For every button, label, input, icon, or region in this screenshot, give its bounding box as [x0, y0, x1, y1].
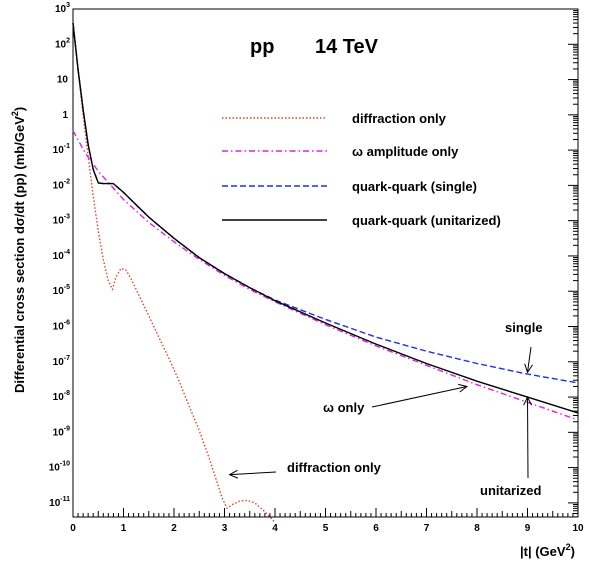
chart-title-right: 14 TeV — [315, 36, 379, 58]
y-tick-label: 102 — [55, 37, 70, 50]
x-axis-label-sup: 2 — [566, 542, 571, 552]
y-tick-base: 10 — [53, 180, 65, 191]
y-tick-base: 10 — [53, 357, 65, 368]
y-tick-label: 10-8 — [53, 390, 70, 403]
legend-label: quark-quark (single) — [352, 179, 477, 194]
x-tick-label: 1 — [121, 523, 127, 534]
y-tick-exp: -10 — [60, 461, 70, 468]
legend-label: diffraction only — [352, 111, 447, 126]
y-tick-exp: -4 — [64, 249, 70, 256]
y-tick-base: 10 — [53, 427, 65, 438]
chart-title-left: pp — [250, 36, 274, 58]
x-tick-label: 7 — [424, 523, 430, 534]
y-tick-label: 10-9 — [53, 425, 70, 438]
x-axis-label: |t| (GeV2) — [520, 542, 575, 559]
legend: diffraction only ω amplitude only quark-qu… — [222, 111, 501, 228]
y-tick-label: 10-2 — [53, 178, 70, 191]
x-tick-label: 9 — [525, 523, 531, 534]
y-tick-base: 10 — [53, 392, 65, 403]
series-line-0 — [72, 23, 276, 523]
y-tick-exp: -3 — [64, 214, 70, 221]
series-line-1 — [72, 130, 579, 421]
annotation-arrowhead — [523, 395, 532, 406]
x-tick-label: 4 — [272, 523, 278, 534]
x-tick-label: 2 — [171, 523, 177, 534]
annotation-label: single — [505, 320, 543, 335]
y-tick-exp: -7 — [64, 355, 70, 362]
y-tick-label: 10 — [57, 75, 69, 86]
x-tick-label: 8 — [474, 523, 480, 534]
annotation-arrowhead — [458, 383, 469, 393]
y-tick-base: 10 — [49, 463, 61, 474]
x-tick-label: 6 — [373, 523, 379, 534]
x-tick-label: 5 — [323, 523, 329, 534]
y-tick-base: 10 — [49, 498, 61, 509]
y-tick-label: 103 — [55, 2, 70, 15]
y-tick-label: 10-10 — [49, 461, 70, 474]
y-tick-exp: -11 — [60, 496, 70, 503]
series-lines — [72, 23, 579, 523]
x-axis-ticks: 0 1 2 3 4 5 6 7 8 9 10 — [70, 508, 584, 534]
series-line-3 — [72, 23, 579, 414]
y-tick-base: 10 — [55, 4, 67, 15]
y-tick-exp: -8 — [64, 390, 70, 397]
y-tick-label: 10-3 — [53, 214, 70, 227]
y-tick-label: 10-1 — [53, 143, 70, 156]
y-tick-exp: 2 — [66, 37, 70, 44]
y-tick-base: 10 — [55, 39, 67, 50]
y-tick-exp: -2 — [64, 178, 70, 185]
y-tick-base: 10 — [53, 216, 65, 227]
y-tick-base: 10 — [53, 322, 65, 333]
x-tick-label: 3 — [222, 523, 228, 534]
annotation-arrow — [527, 346, 532, 373]
y-tick-exp: -6 — [64, 320, 70, 327]
y-axis-ticks: 10310210110-110-210-310-410-510-610-710-… — [49, 2, 578, 518]
y-tick-base: 10 — [53, 251, 65, 262]
annotation-arrow — [229, 471, 277, 476]
y-tick-exp: -5 — [64, 284, 70, 291]
plot-frame — [72, 8, 579, 518]
annotation-arrowhead — [228, 469, 239, 479]
annotation-arrow — [371, 385, 468, 408]
x-axis-label-close: ) — [571, 544, 575, 559]
y-axis-label-main: Differential cross section dσ/dt (pp) (m… — [12, 116, 27, 393]
y-tick-label: 10-7 — [53, 355, 70, 368]
annotation-label: ω only — [323, 400, 365, 415]
annotation-label: diffraction only — [287, 460, 382, 475]
y-tick-exp: -9 — [64, 425, 70, 432]
x-tick-label: 10 — [572, 523, 584, 534]
y-axis-label-sup: 2 — [10, 111, 20, 116]
series-line-2 — [72, 23, 579, 384]
annotation-arrow — [527, 397, 529, 479]
y-axis-label: Differential cross section dσ/dt (pp) (m… — [10, 107, 27, 393]
annotation-label: unitarized — [480, 483, 541, 498]
y-tick-exp: -1 — [64, 143, 70, 150]
x-axis-label-main: |t| (GeV — [520, 544, 566, 559]
y-tick-label: 10-5 — [53, 284, 70, 297]
legend-label: ω amplitude only — [352, 144, 459, 159]
annotations: single ω only diffraction only unitarized — [228, 320, 543, 498]
x-tick-label: 0 — [70, 523, 76, 534]
y-tick-exp: 3 — [66, 2, 70, 9]
y-axis-label-close: ) — [12, 107, 27, 111]
y-tick-label: 10-11 — [49, 496, 70, 509]
annotation-arrowhead — [524, 363, 533, 374]
y-tick-base: 10 — [53, 145, 65, 156]
y-tick-base: 10 — [53, 286, 65, 297]
y-tick-label: 1 — [62, 110, 68, 121]
y-tick-label: 10-4 — [53, 249, 70, 262]
legend-label: quark-quark (unitarized) — [352, 213, 501, 228]
y-tick-label: 10-6 — [53, 320, 70, 333]
